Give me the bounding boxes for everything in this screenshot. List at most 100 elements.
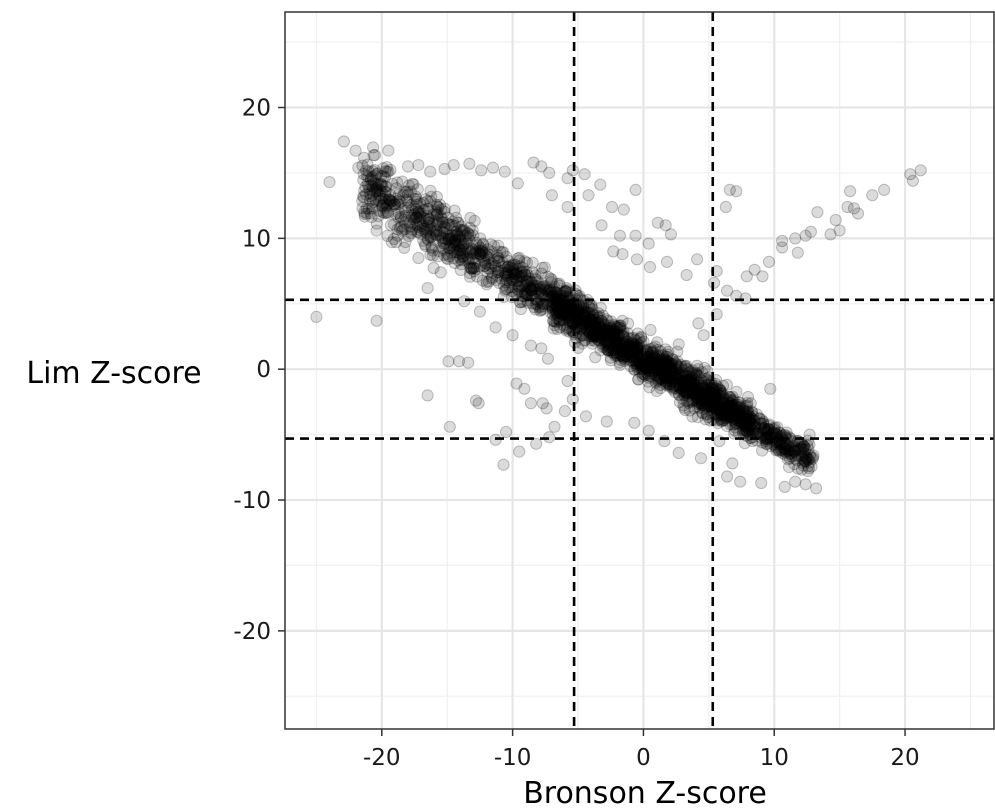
data-point (376, 205, 390, 219)
data-point (457, 250, 470, 263)
data-point (629, 229, 642, 242)
data-point (472, 397, 485, 410)
data-point (628, 354, 641, 367)
data-point (779, 439, 793, 452)
data-point (613, 356, 626, 369)
data-point (397, 189, 410, 202)
data-point (739, 426, 752, 440)
data-point (500, 273, 513, 286)
data-point (375, 192, 388, 206)
data-point (866, 189, 879, 202)
data-point (463, 221, 476, 234)
data-point (623, 346, 636, 359)
data-point (673, 388, 686, 401)
data-point (653, 364, 667, 377)
data-point (501, 266, 514, 280)
data-point (729, 421, 742, 434)
data-point (439, 232, 452, 245)
data-point (523, 281, 536, 294)
data-point (748, 414, 761, 427)
y-tick-label: 20 (242, 96, 271, 122)
data-point (499, 283, 512, 296)
data-point (718, 406, 732, 419)
data-point (480, 249, 493, 262)
data-point (583, 330, 596, 343)
data-point (474, 244, 487, 257)
data-point (470, 262, 483, 276)
data-point (449, 238, 462, 251)
data-point (485, 271, 499, 284)
data-point (715, 398, 728, 411)
data-point (664, 228, 678, 241)
data-point (518, 255, 531, 268)
data-point (734, 410, 747, 423)
data-point (371, 178, 384, 191)
data-point (529, 303, 542, 316)
data-point (603, 329, 616, 342)
data-point (728, 412, 741, 425)
data-point (632, 354, 645, 367)
data-point (648, 364, 661, 377)
data-point (490, 274, 503, 287)
data-point (550, 286, 563, 299)
data-point (622, 341, 635, 354)
data-point (405, 223, 418, 236)
data-point (369, 178, 382, 191)
data-point (534, 285, 547, 298)
data-point (449, 233, 462, 247)
data-point (630, 253, 644, 266)
data-point (358, 184, 371, 197)
data-point (664, 375, 677, 388)
data-point (734, 415, 748, 428)
data-point (491, 252, 504, 265)
data-point (357, 191, 370, 204)
data-point (468, 246, 481, 259)
data-point (455, 224, 468, 237)
data-point (617, 345, 630, 358)
data-point (454, 228, 467, 241)
data-point (456, 254, 469, 267)
data-point (728, 410, 741, 424)
data-point (803, 456, 816, 469)
data-point (443, 420, 456, 433)
data-point (410, 198, 423, 211)
data-point (509, 268, 522, 281)
data-point (412, 205, 425, 218)
data-point (648, 356, 661, 369)
data-point (630, 346, 644, 359)
data-point (594, 178, 607, 191)
data-point (510, 263, 523, 276)
data-point (740, 424, 754, 437)
data-point (644, 364, 657, 377)
data-point (604, 325, 617, 338)
data-point (382, 165, 395, 178)
data-point (692, 388, 705, 401)
data-point (635, 337, 648, 350)
data-point (617, 344, 630, 357)
data-point (665, 357, 678, 370)
data-point (455, 240, 468, 253)
data-point (695, 397, 709, 410)
data-point (418, 221, 431, 234)
data-point (546, 301, 559, 315)
data-point (427, 208, 440, 221)
data-point (513, 254, 526, 267)
data-point (384, 195, 397, 208)
data-point (541, 295, 555, 308)
data-point (539, 280, 553, 293)
data-point (442, 232, 455, 245)
data-point (410, 195, 423, 208)
data-point (699, 401, 712, 414)
data-point (682, 375, 695, 388)
data-point (660, 355, 673, 368)
data-point (617, 330, 630, 343)
data-point (583, 312, 596, 325)
data-point (399, 201, 412, 214)
data-point (602, 326, 615, 339)
data-point (373, 204, 386, 217)
data-point (783, 452, 796, 465)
data-point (493, 276, 506, 290)
data-point (421, 232, 434, 245)
data-point (579, 322, 592, 335)
data-point (691, 380, 704, 393)
